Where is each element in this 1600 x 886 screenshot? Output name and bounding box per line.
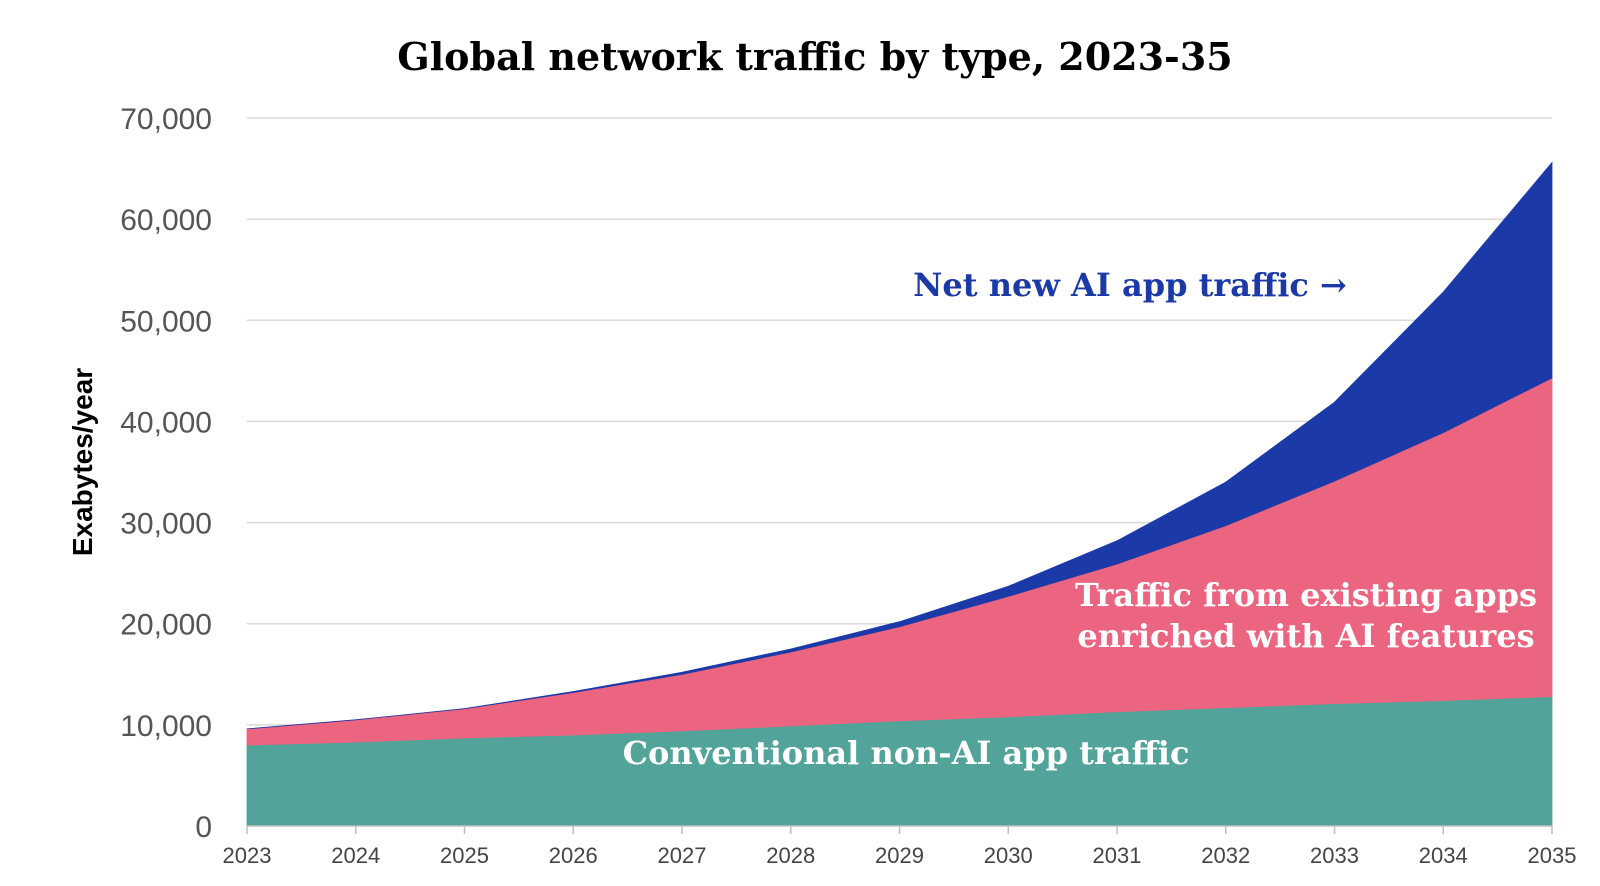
y-tick-label: 70,000	[120, 103, 212, 136]
x-tick-label: 2035	[1528, 843, 1577, 868]
x-tick-label: 2034	[1419, 843, 1468, 868]
y-tick-label: 40,000	[120, 406, 212, 439]
x-tick-label: 2032	[1201, 843, 1250, 868]
x-tick-label: 2030	[984, 843, 1033, 868]
x-tick-label: 2029	[875, 843, 924, 868]
x-tick-label: 2027	[658, 843, 707, 868]
y-tick-label: 0	[195, 811, 212, 844]
y-tick-label: 60,000	[120, 204, 212, 237]
y-tick-label: 30,000	[120, 508, 212, 541]
x-axis-ticks: 2023 2024 2025 2026 2027 2028 2029 2030 2031 2032…	[223, 826, 1577, 868]
x-tick-label: 2031	[1093, 843, 1142, 868]
x-tick-label: 2028	[766, 843, 815, 868]
area-series	[246, 161, 1553, 827]
series-label: Traffic from existing apps enriched with …	[1075, 576, 1537, 655]
x-tick-label: 2023	[223, 843, 272, 868]
y-axis-ticks: 0 10,000 20,000 30,000 40,000 50,000 60,000 70,…	[120, 103, 212, 844]
chart-title: Global network traffic by type, 2023-35	[397, 34, 1232, 79]
series-label: Net new AI app traffic →	[913, 266, 1347, 304]
y-tick-label: 50,000	[120, 305, 212, 338]
x-tick-label: 2025	[440, 843, 489, 868]
series-annotations: Net new AI app traffic → Traffic from exi…	[623, 266, 1537, 772]
y-axis-label: Exabytes/year	[67, 368, 98, 556]
gridlines	[247, 117, 1552, 726]
x-tick-label: 2024	[331, 843, 380, 868]
area-series-3	[246, 161, 1553, 730]
x-tick-label: 2033	[1310, 843, 1359, 868]
y-tick-label: 20,000	[120, 609, 212, 642]
y-tick-label: 10,000	[120, 710, 212, 743]
series-label: Conventional non-AI app traffic	[623, 734, 1190, 772]
x-tick-label: 2026	[549, 843, 598, 868]
